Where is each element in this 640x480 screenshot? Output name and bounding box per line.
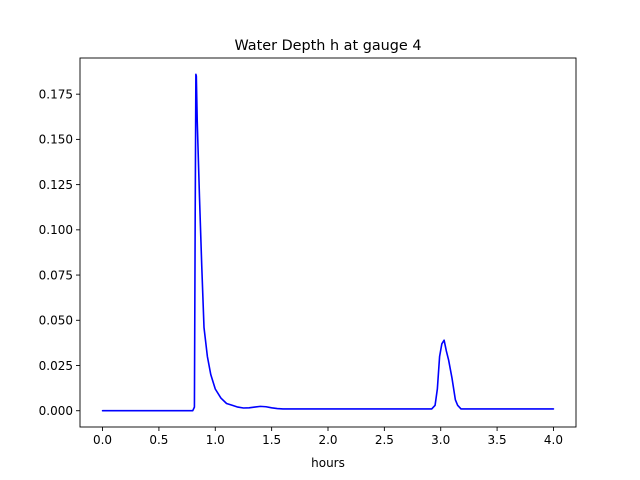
x-tick-label: 4.0 [544,433,563,447]
x-tick-label: 0.0 [93,433,112,447]
y-tick-label: 0.025 [39,359,73,373]
y-tick-label: 0.075 [39,268,73,282]
y-tick-label: 0.050 [39,314,73,328]
y-tick-label: 0.100 [39,223,73,237]
chart-title: Water Depth h at gauge 4 [234,38,421,54]
x-tick-label: 1.5 [262,433,281,447]
x-tick-label: 3.0 [431,433,450,447]
y-tick-label: 0.000 [39,404,73,418]
series-line-0 [101,73,555,412]
x-tick-label: 3.5 [488,433,507,447]
plot-area: 0.0 0.5 1.0 1.5 2.0 2.5 3.0 3.5 4.0 0.000 0.025 0.0… [39,57,577,447]
x-tick-label: 0.5 [149,433,168,447]
x-tick-label: 1.0 [206,433,225,447]
y-tick-label: 0.175 [39,87,73,101]
x-tick-label: 2.5 [375,433,394,447]
y-tick-label: 0.150 [39,133,73,147]
x-tick-label: 2.0 [318,433,337,447]
y-tick-label: 0.125 [39,178,73,192]
x-axis-label: hours [311,456,345,470]
